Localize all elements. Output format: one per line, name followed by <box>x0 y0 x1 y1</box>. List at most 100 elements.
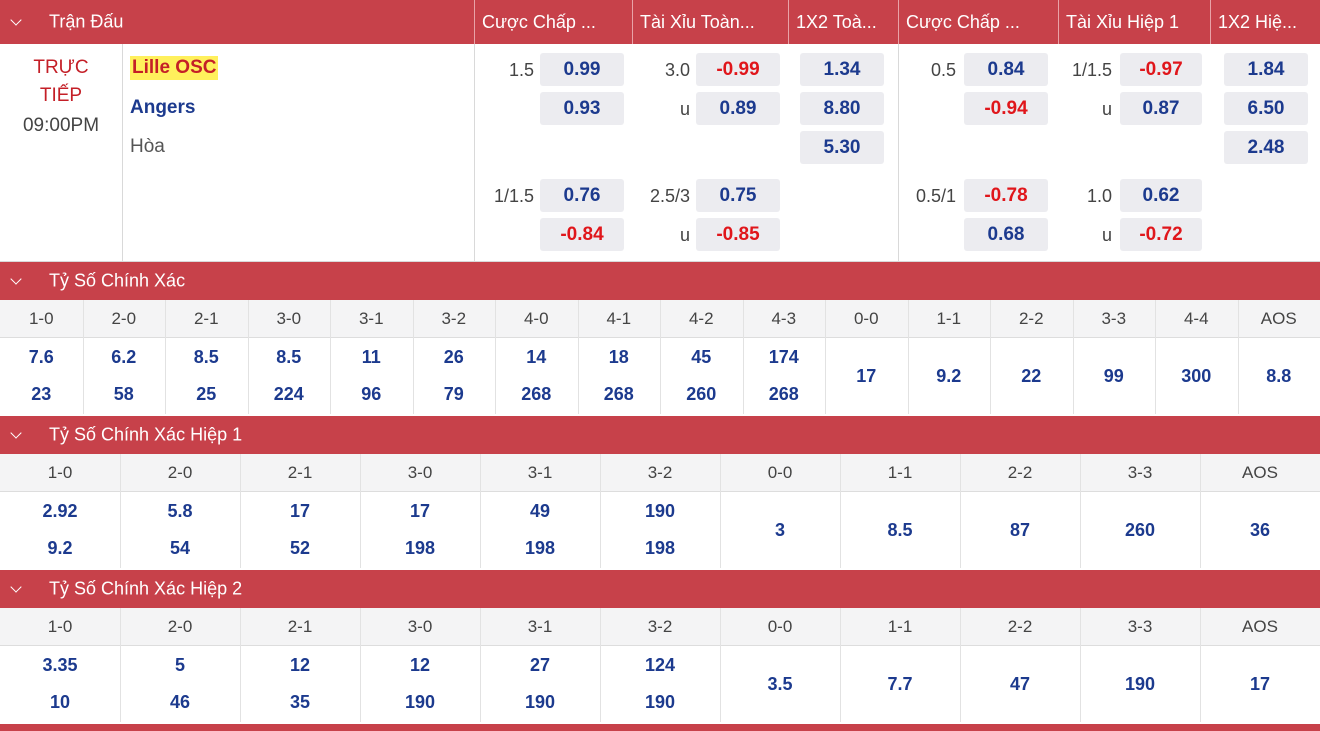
score-odds[interactable]: 198 <box>404 538 436 558</box>
chevron-down-icon[interactable] <box>10 581 22 593</box>
score-odds[interactable]: 12 <box>289 655 311 675</box>
score-odds[interactable]: 3 <box>774 520 785 540</box>
score-odds[interactable]: 260 <box>686 384 717 404</box>
score-odds[interactable]: 8.5 <box>276 347 302 367</box>
odds-button[interactable]: 6.50 <box>1224 92 1308 125</box>
chevron-down-icon[interactable] <box>10 14 22 26</box>
h1-handicap-line: 0.5/1 <box>915 186 956 206</box>
score-odds[interactable]: 49 <box>529 501 551 521</box>
odds-button[interactable]: -0.84 <box>540 218 624 251</box>
odds-button[interactable]: 0.89 <box>696 92 780 125</box>
odds-button[interactable]: 5.30 <box>800 131 884 164</box>
score-odds[interactable]: 300 <box>1181 366 1212 386</box>
score-odds[interactable]: 27 <box>529 655 551 675</box>
score-odds[interactable]: 17 <box>856 366 877 386</box>
score-odds[interactable]: 9.2 <box>936 366 962 386</box>
away-team[interactable]: Angers <box>130 97 196 118</box>
odds-button[interactable]: -0.72 <box>1120 218 1202 251</box>
odds-button[interactable]: -0.78 <box>964 179 1048 212</box>
score-odds[interactable]: 268 <box>521 384 552 404</box>
score-odds[interactable]: 58 <box>113 384 134 404</box>
score-odds[interactable]: 190 <box>404 692 436 712</box>
odds-button[interactable]: 0.76 <box>540 179 624 212</box>
odds-button[interactable]: 0.75 <box>696 179 780 212</box>
odds-button[interactable]: 0.93 <box>540 92 624 125</box>
score-odds[interactable]: 47 <box>1009 674 1031 694</box>
score-odds[interactable]: 17 <box>409 501 431 521</box>
score-odds[interactable]: 54 <box>169 538 191 558</box>
odds-button[interactable]: 1.84 <box>1224 53 1308 86</box>
score-odds[interactable]: 14 <box>526 347 547 367</box>
odds-button[interactable]: -0.85 <box>696 218 780 251</box>
score-odds[interactable]: 46 <box>169 692 191 712</box>
score-odds[interactable]: 9.2 <box>47 538 73 558</box>
score-odds[interactable]: 224 <box>273 384 304 404</box>
score-odds[interactable]: 17 <box>1249 674 1271 694</box>
score-odds[interactable]: 268 <box>603 384 634 404</box>
score-odds[interactable]: 268 <box>768 384 799 404</box>
score-odds[interactable]: 3.35 <box>42 655 78 675</box>
score-odds[interactable]: 174 <box>768 347 799 367</box>
score-odds[interactable]: 190 <box>524 692 556 712</box>
section-header-correct-score-h2[interactable]: Tỷ Số Chính Xác Hiệp 2 <box>0 570 1320 608</box>
score-header-cell: 4-1 <box>606 309 632 328</box>
score-odds[interactable]: 260 <box>1124 520 1156 540</box>
score-odds[interactable]: 11 <box>361 347 381 367</box>
odds-button[interactable]: 0.84 <box>964 53 1048 86</box>
chevron-down-icon[interactable] <box>10 427 22 439</box>
score-odds[interactable]: 36 <box>1249 520 1271 540</box>
score-odds[interactable]: 7.7 <box>887 674 913 694</box>
divider <box>907 300 909 414</box>
score-odds[interactable]: 198 <box>644 538 676 558</box>
score-odds[interactable]: 45 <box>691 347 712 367</box>
score-odds[interactable]: 124 <box>644 655 676 675</box>
score-odds[interactable]: 79 <box>443 384 464 404</box>
score-odds[interactable]: 99 <box>1103 366 1124 386</box>
score-odds[interactable]: 2.92 <box>42 501 78 521</box>
score-odds[interactable]: 35 <box>289 692 311 712</box>
divider <box>742 300 744 414</box>
score-header-cell: 1-0 <box>47 463 73 482</box>
score-odds[interactable]: 10 <box>49 692 71 712</box>
score-odds[interactable]: 26 <box>443 347 464 367</box>
score-odds[interactable]: 190 <box>1124 674 1156 694</box>
odds-button[interactable]: 1.34 <box>800 53 884 86</box>
score-odds[interactable]: 5 <box>174 655 185 675</box>
score-odds[interactable]: 12 <box>409 655 431 675</box>
score-odds[interactable]: 190 <box>644 692 676 712</box>
section-header-correct-score[interactable]: Tỷ Số Chính Xác <box>0 262 1320 300</box>
odds-button[interactable]: -0.94 <box>964 92 1048 125</box>
score-odds[interactable]: 198 <box>524 538 556 558</box>
score-odds[interactable]: 5.8 <box>167 501 193 521</box>
score-odds[interactable]: 87 <box>1009 520 1031 540</box>
chevron-down-icon[interactable] <box>10 273 22 285</box>
score-odds[interactable]: 6.2 <box>111 347 137 367</box>
score-odds[interactable]: 8.8 <box>1266 366 1292 386</box>
section-header-correct-score-h1[interactable]: Tỷ Số Chính Xác Hiệp 1 <box>0 416 1320 454</box>
divider <box>1058 0 1059 44</box>
score-odds[interactable]: 190 <box>644 501 676 521</box>
odds-button[interactable]: 0.99 <box>540 53 624 86</box>
divider <box>960 608 961 722</box>
score-odds[interactable]: 25 <box>196 384 217 404</box>
col-h1-handicap: Cược Chấp ... <box>906 12 1020 32</box>
score-odds[interactable]: 8.5 <box>193 347 219 367</box>
odds-button[interactable]: 8.80 <box>800 92 884 125</box>
odds-button[interactable]: 2.48 <box>1224 131 1308 164</box>
score-odds[interactable]: 3.5 <box>767 674 793 694</box>
ft-handicap-line: 1.5 <box>508 60 534 80</box>
score-odds[interactable]: 7.6 <box>28 347 54 367</box>
score-odds[interactable]: 52 <box>289 538 311 558</box>
score-odds[interactable]: 8.5 <box>887 520 913 540</box>
score-odds[interactable]: 18 <box>608 347 629 367</box>
odds-button[interactable]: -0.99 <box>696 53 780 86</box>
home-team[interactable]: Lille OSC <box>130 56 219 80</box>
score-odds[interactable]: 23 <box>31 384 52 404</box>
odds-button[interactable]: 0.68 <box>964 218 1048 251</box>
odds-button[interactable]: 0.62 <box>1120 179 1202 212</box>
score-odds[interactable]: 22 <box>1021 366 1042 386</box>
score-odds[interactable]: 96 <box>361 384 382 404</box>
score-odds[interactable]: 17 <box>289 501 311 521</box>
odds-button[interactable]: -0.97 <box>1120 53 1202 86</box>
odds-button[interactable]: 0.87 <box>1120 92 1202 125</box>
